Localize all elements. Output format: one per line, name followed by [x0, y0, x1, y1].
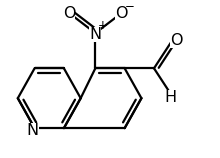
Text: N: N [89, 27, 101, 42]
Text: N: N [26, 123, 38, 138]
Text: +: + [98, 19, 108, 32]
Text: O: O [63, 6, 75, 21]
Text: −: − [125, 0, 135, 13]
Text: O: O [170, 33, 182, 48]
Text: H: H [165, 90, 177, 105]
Text: O: O [115, 6, 128, 21]
